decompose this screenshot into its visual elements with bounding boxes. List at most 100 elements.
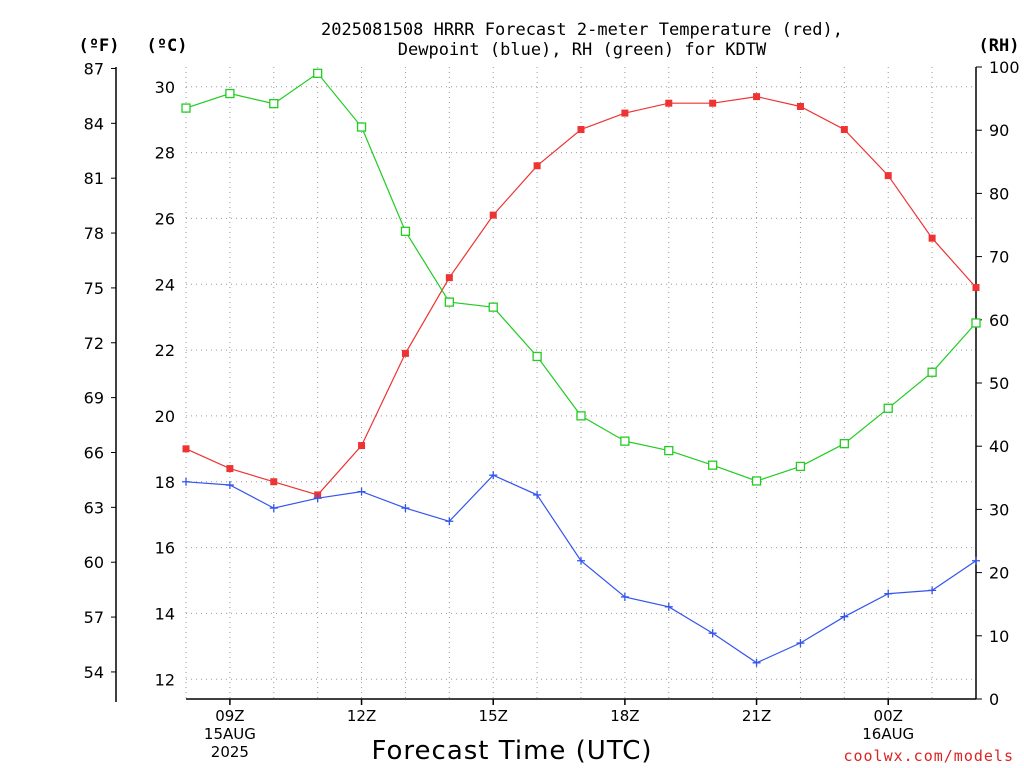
fahrenheit-tick-label: 75 (84, 279, 104, 298)
x-tick-label: 16AUG (862, 725, 914, 743)
celsius-tick-label: 24 (155, 275, 175, 294)
rh-point (181, 103, 191, 113)
rh-unit-label: (RH) (979, 36, 1020, 56)
rh-point (839, 439, 849, 449)
celsius-tick-label: 16 (155, 539, 175, 558)
dewpoint-line (185, 474, 977, 664)
chart-title-line-2: Dewpoint (blue), RH (green) for KDTW (398, 40, 767, 60)
fahrenheit-tick-label: 81 (84, 169, 104, 188)
dewpoint-point (401, 504, 410, 513)
x-tick-label: 18Z (610, 707, 639, 725)
temperature-point (928, 234, 936, 242)
fahrenheit-unit-label: (ºF) (79, 36, 120, 56)
temperature-point (226, 465, 234, 473)
temperature-point (358, 442, 366, 450)
fahrenheit-tick-label: 84 (84, 114, 104, 133)
celsius-tick-label: 28 (155, 144, 175, 163)
celsius-tick-label: 30 (155, 78, 175, 97)
temperature-point (445, 274, 453, 282)
x-tick-label: 00Z (874, 707, 903, 725)
x-tick-label: 12Z (347, 707, 376, 725)
temperature-point (577, 126, 585, 134)
dewpoint-point (928, 586, 937, 595)
dewpoint-point (445, 517, 454, 526)
dewpoint-point (840, 612, 849, 621)
x-tick-label: 2025 (211, 743, 249, 761)
dewpoint-point (182, 477, 190, 486)
rh-tick-label: 20 (989, 564, 1009, 583)
rh-tick-label: 0 (989, 690, 999, 709)
x-tick-label: 09Z (215, 707, 244, 725)
credit-text: coolwx.com/models (843, 747, 1014, 765)
x-tick-label: 15Z (479, 707, 508, 725)
dewpoint-point (225, 481, 234, 490)
fahrenheit-tick-label: 54 (84, 663, 104, 682)
x-tick-label: 15AUG (204, 725, 256, 743)
rh-point (532, 351, 542, 362)
temperature-point (489, 211, 497, 219)
rh-tick-label: 90 (989, 121, 1009, 140)
x-tick-label: 21Z (742, 707, 771, 725)
dewpoint-point (577, 556, 585, 565)
temperature-point (533, 162, 541, 170)
temperature-point (621, 109, 629, 117)
dewpoint-point (796, 639, 805, 648)
rh-point (883, 403, 893, 413)
dewpoint-point (664, 602, 673, 611)
temperature-point (270, 478, 278, 486)
rh-point (269, 99, 279, 109)
rh-point (795, 461, 806, 472)
temperature-point (840, 126, 848, 134)
celsius-tick-label: 26 (155, 209, 175, 228)
rh-tick-label: 40 (989, 437, 1009, 456)
series-lines (181, 68, 981, 667)
fahrenheit-tick-label: 60 (84, 553, 104, 572)
celsius-tick-label: 18 (155, 473, 175, 492)
dewpoint-point (884, 589, 893, 598)
dewpoint-point (708, 629, 717, 638)
temperature-point (665, 99, 673, 107)
fahrenheit-tick-label: 69 (84, 389, 104, 408)
fahrenheit-tick-label: 87 (84, 59, 104, 78)
dewpoint-point (357, 487, 366, 496)
chart-title-line-1: 2025081508 HRRR Forecast 2-meter Tempera… (321, 20, 843, 40)
rh-point (356, 122, 367, 132)
x-axis-label: Forecast Time (UTC) (371, 736, 652, 766)
temperature-point (796, 103, 804, 110)
rh-point (225, 88, 235, 99)
fahrenheit-tick-label: 57 (84, 608, 104, 627)
axes (111, 66, 982, 705)
fahrenheit-tick-label: 63 (84, 498, 104, 517)
rh-point (576, 411, 586, 421)
temperature-point (401, 349, 409, 357)
rh-point (708, 460, 718, 470)
rh-point (927, 367, 937, 377)
dewpoint-point (533, 490, 542, 499)
rh-point (751, 476, 762, 486)
temperature-point (182, 445, 190, 453)
dewpoint-point (972, 556, 980, 565)
rh-tick-label: 70 (989, 248, 1009, 267)
dewpoint-point (313, 494, 322, 503)
rh-point (664, 445, 674, 456)
rh-tick-label: 30 (989, 500, 1009, 519)
fahrenheit-tick-label: 72 (84, 334, 104, 353)
celsius-tick-label: 20 (155, 407, 175, 426)
dewpoint-point (752, 658, 761, 667)
temperature-point (972, 284, 980, 292)
temperature-point (884, 172, 892, 180)
rh-point (971, 318, 981, 328)
rh-tick-label: 50 (989, 374, 1009, 393)
celsius-unit-label: (ºC) (147, 36, 188, 56)
fahrenheit-tick-label: 66 (84, 443, 104, 462)
fahrenheit-tick-label: 78 (84, 224, 104, 243)
temperature-point (753, 93, 761, 101)
tick-labels: 54 57 60 63 66 69 72 75 78 81 84 87 12 14 16 18 20 22 24 26… (84, 58, 1020, 761)
rh-point (444, 297, 454, 307)
dewpoint-point (269, 504, 278, 513)
rh-tick-label: 60 (989, 311, 1009, 330)
dewpoint-point (489, 471, 498, 480)
rh-point (313, 68, 323, 78)
grid-lines (185, 67, 977, 699)
